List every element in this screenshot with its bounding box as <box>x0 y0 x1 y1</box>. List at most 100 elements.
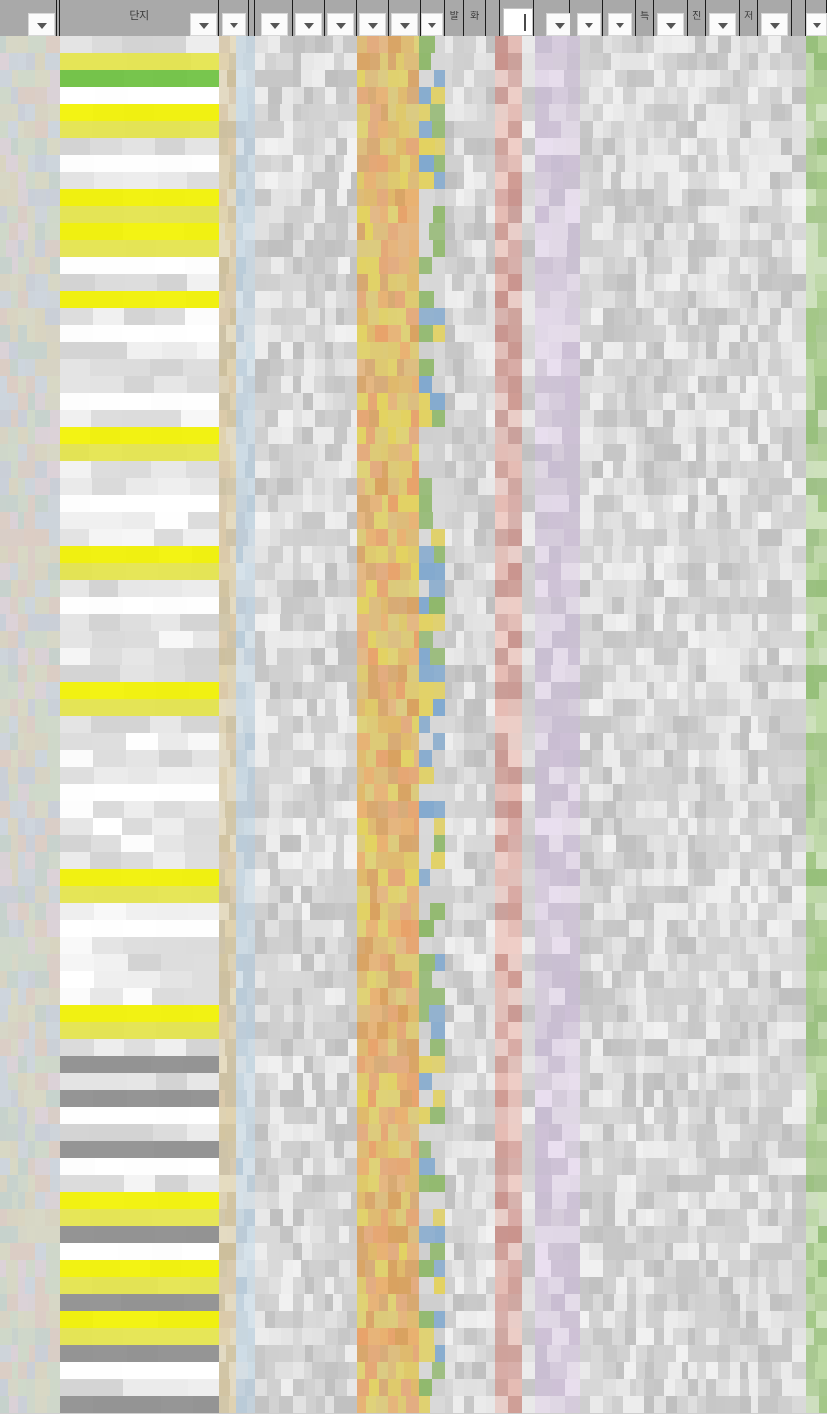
cell-col-tag-b[interactable] <box>236 665 255 682</box>
cell-col-num-c[interactable] <box>325 427 357 444</box>
cell-col-gap[interactable] <box>486 478 495 495</box>
cell-col-index[interactable] <box>0 121 18 138</box>
cell-col-flag-b[interactable] <box>35 359 60 376</box>
cell-col-bal[interactable] <box>445 206 464 223</box>
cell-col-status-1[interactable] <box>357 733 388 750</box>
cell-col-danji[interactable] <box>60 308 219 325</box>
cell-col-gap[interactable] <box>486 444 495 461</box>
cell-col-neutral-b[interactable] <box>580 393 603 410</box>
cell-col-teuk[interactable] <box>636 240 654 257</box>
cell-col-jin[interactable] <box>688 257 706 274</box>
cell-col-teuk[interactable] <box>636 648 654 665</box>
cell-col-gap[interactable] <box>486 87 495 104</box>
cell-col-neutral-e[interactable] <box>706 240 740 257</box>
cell-col-flag-a[interactable] <box>18 359 35 376</box>
cell-col-num-b[interactable] <box>293 716 325 733</box>
cell-col-jin[interactable] <box>688 359 706 376</box>
cell-col-tag-a[interactable] <box>219 512 236 529</box>
filter-dropdown-button-8[interactable] <box>327 13 354 36</box>
cell-col-neutral-e[interactable] <box>706 155 740 172</box>
cell-col-bal[interactable] <box>445 614 464 631</box>
cell-col-neutral-c[interactable] <box>603 393 636 410</box>
cell-col-tag-b[interactable] <box>236 461 255 478</box>
cell-col-jin[interactable] <box>688 767 706 784</box>
cell-col-neutral-c[interactable] <box>603 240 636 257</box>
header-cell-13[interactable]: 화 <box>464 0 486 36</box>
cell-col-tag-b[interactable] <box>236 155 255 172</box>
cell-col-neutral-d[interactable] <box>654 70 688 87</box>
cell-col-tag-b[interactable] <box>236 223 255 240</box>
cell-col-num-b[interactable] <box>293 155 325 172</box>
cell-col-num-c[interactable] <box>325 223 357 240</box>
cell-col-neutral-e[interactable] <box>706 189 740 206</box>
cell-col-neutral-f[interactable] <box>758 444 792 461</box>
cell-col-neutral-g[interactable] <box>792 648 806 665</box>
cell-col-num-a[interactable] <box>255 308 293 325</box>
cell-col-tag-b[interactable] <box>236 767 255 784</box>
cell-col-red-2[interactable] <box>508 852 522 869</box>
cell-col-neutral-c[interactable] <box>603 376 636 393</box>
filter-dropdown-button-10[interactable] <box>391 13 418 36</box>
cell-col-neutral-a[interactable] <box>522 529 535 546</box>
cell-col-teuk[interactable] <box>636 172 654 189</box>
cell-col-status-1[interactable] <box>357 291 388 308</box>
cell-col-gap[interactable] <box>486 801 495 818</box>
cell-col-status-1[interactable] <box>357 36 388 53</box>
cell-col-red-1[interactable] <box>495 70 508 87</box>
cell-col-index[interactable] <box>0 308 18 325</box>
cell-col-gap[interactable] <box>486 563 495 580</box>
cell-col-teuk[interactable] <box>636 291 654 308</box>
cell-col-flag-b[interactable] <box>35 274 60 291</box>
cell-col-num-a[interactable] <box>255 784 293 801</box>
cell-col-danji[interactable] <box>60 274 219 291</box>
cell-col-bal[interactable] <box>445 325 464 342</box>
cell-col-neutral-f[interactable] <box>758 750 792 767</box>
cell-col-neutral-b[interactable] <box>580 138 603 155</box>
cell-col-danji[interactable] <box>60 104 219 121</box>
cell-col-gap[interactable] <box>486 784 495 801</box>
cell-col-num-a[interactable] <box>255 104 293 121</box>
cell-col-jeo[interactable] <box>740 240 758 257</box>
cell-col-tag-a[interactable] <box>219 529 236 546</box>
cell-col-danji[interactable] <box>60 325 219 342</box>
cell-col-status-2[interactable] <box>388 393 419 410</box>
cell-col-lavender[interactable] <box>535 597 580 614</box>
cell-col-index[interactable] <box>0 444 18 461</box>
cell-col-index[interactable] <box>0 393 18 410</box>
cell-col-gap[interactable] <box>486 682 495 699</box>
cell-col-index[interactable] <box>0 665 18 682</box>
cell-col-bal[interactable] <box>445 461 464 478</box>
cell-col-hwa[interactable] <box>464 512 486 529</box>
cell-col-neutral-b[interactable] <box>580 189 603 206</box>
cell-col-status-3[interactable] <box>419 835 445 852</box>
cell-col-status-3[interactable] <box>419 886 445 903</box>
cell-col-tag-b[interactable] <box>236 70 255 87</box>
cell-col-tag-a[interactable] <box>219 682 236 699</box>
cell-col-danji[interactable] <box>60 631 219 648</box>
cell-col-flag-b[interactable] <box>35 342 60 359</box>
table-row[interactable] <box>0 138 827 155</box>
cell-col-hwa[interactable] <box>464 223 486 240</box>
cell-col-flag-b[interactable] <box>35 393 60 410</box>
filter-dropdown-button-3[interactable] <box>190 13 217 36</box>
cell-col-red-1[interactable] <box>495 801 508 818</box>
cell-col-gap[interactable] <box>486 189 495 206</box>
table-row[interactable] <box>0 801 827 818</box>
cell-col-status-2[interactable] <box>388 529 419 546</box>
filter-dropdown-button-22[interactable] <box>709 13 736 36</box>
cell-col-teuk[interactable] <box>636 699 654 716</box>
cell-col-status-1[interactable] <box>357 818 388 835</box>
cell-col-neutral-c[interactable] <box>603 138 636 155</box>
table-row[interactable] <box>0 291 827 308</box>
cell-col-neutral-c[interactable] <box>603 563 636 580</box>
cell-col-red-2[interactable] <box>508 223 522 240</box>
cell-col-gap[interactable] <box>486 410 495 427</box>
cell-col-flag-b[interactable] <box>35 665 60 682</box>
cell-col-green-right[interactable] <box>806 614 827 631</box>
cell-col-neutral-b[interactable] <box>580 36 603 53</box>
cell-col-jeo[interactable] <box>740 478 758 495</box>
cell-col-index[interactable] <box>0 631 18 648</box>
cell-col-flag-a[interactable] <box>18 223 35 240</box>
cell-col-index[interactable] <box>0 359 18 376</box>
cell-col-neutral-e[interactable] <box>706 784 740 801</box>
